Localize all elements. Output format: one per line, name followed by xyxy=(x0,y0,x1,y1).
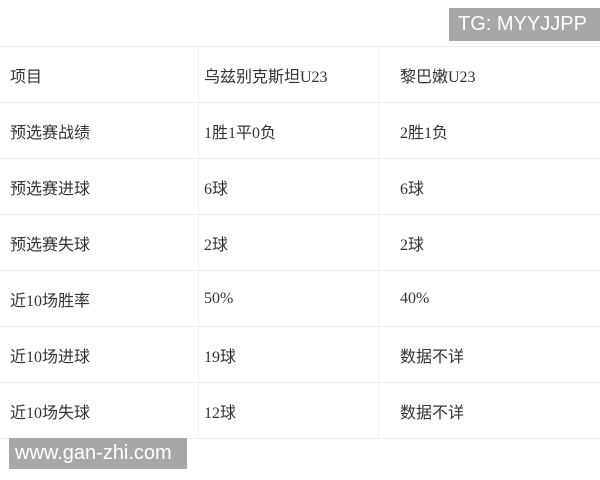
team2-value: 数据不详 xyxy=(378,383,600,438)
row-label: 预选赛失球 xyxy=(10,236,91,254)
row-label: 近10场胜率 xyxy=(10,292,91,310)
table-row: 预选赛战绩 1胜1平0负 2胜1负 xyxy=(0,103,600,159)
team1-value: 1胜1平0负 xyxy=(198,103,378,158)
table-row: 近10场进球 19球 数据不详 xyxy=(0,327,600,383)
team1-value: 50% xyxy=(198,271,378,326)
row-label: 近10场进球 xyxy=(10,348,91,366)
team1-value: 6球 xyxy=(198,159,378,214)
row-label: 预选赛战绩 xyxy=(10,124,91,142)
team2-value: 2胜1负 xyxy=(378,103,600,158)
column-header-item: 项目 xyxy=(10,68,43,86)
site-watermark-badge: www.gan-zhi.com xyxy=(9,438,187,469)
table-header-row: 项目 乌兹别克斯坦U23 黎巴嫩U23 xyxy=(0,47,600,103)
column-header-team1: 乌兹别克斯坦U23 xyxy=(198,47,378,102)
team2-value: 2球 xyxy=(378,215,600,270)
team2-value: 40% xyxy=(378,271,600,326)
team1-value: 12球 xyxy=(198,383,378,438)
team1-value: 2球 xyxy=(198,215,378,270)
column-header-team2: 黎巴嫩U23 xyxy=(378,47,600,102)
team1-value: 19球 xyxy=(198,327,378,382)
table-row: 预选赛进球 6球 6球 xyxy=(0,159,600,215)
team2-value: 6球 xyxy=(378,159,600,214)
team2-value: 数据不详 xyxy=(378,327,600,382)
tg-contact-badge: TG: MYYJJPP xyxy=(449,8,600,41)
table-row: 近10场失球 12球 数据不详 xyxy=(0,383,600,439)
row-label: 预选赛进球 xyxy=(10,180,91,198)
team-stats-table: 项目 乌兹别克斯坦U23 黎巴嫩U23 预选赛战绩 1胜1平0负 2胜1负 预选… xyxy=(0,46,600,439)
table-row: 近10场胜率 50% 40% xyxy=(0,271,600,327)
row-label: 近10场失球 xyxy=(10,404,91,422)
table-row: 预选赛失球 2球 2球 xyxy=(0,215,600,271)
